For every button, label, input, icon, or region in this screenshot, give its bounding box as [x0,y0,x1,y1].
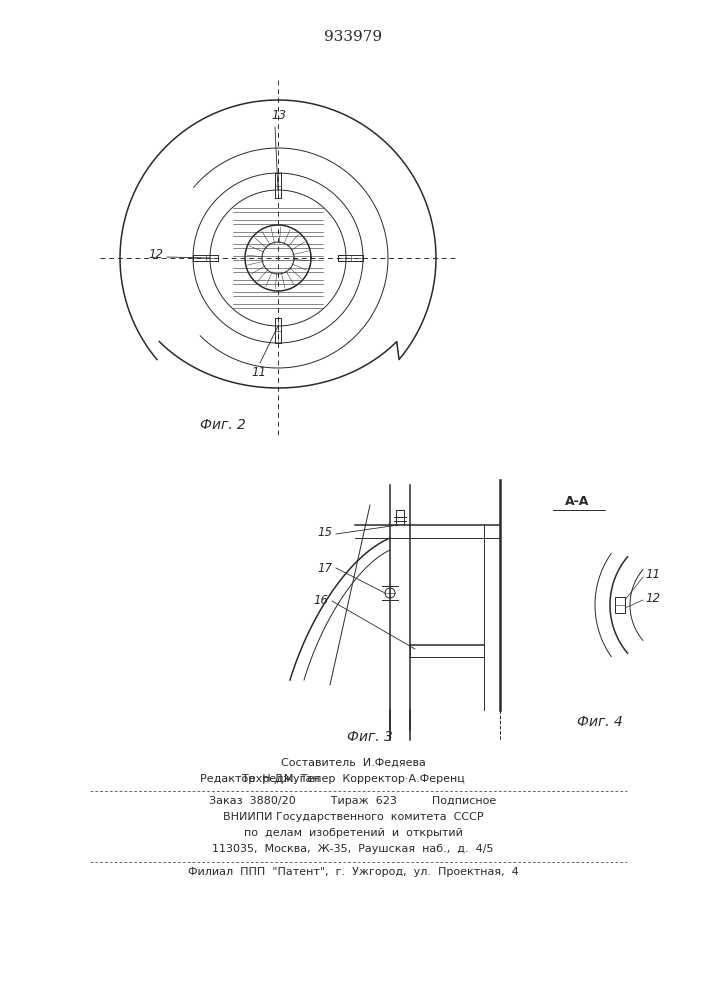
Text: 11: 11 [251,366,266,379]
Text: 933979: 933979 [324,30,382,44]
Text: Редактор  Н.Джуган: Редактор Н.Джуган [200,774,320,784]
Text: Составитель  И.Федяева: Составитель И.Федяева [281,758,426,768]
Text: 11: 11 [645,568,660,582]
Text: Фиг. 3: Фиг. 3 [347,730,393,744]
Text: 113035,  Москва,  Ж-35,  Раушская  наб.,  д.  4/5: 113035, Москва, Ж-35, Раушская наб., д. … [212,844,493,854]
Text: A-A: A-A [565,495,589,508]
Text: 15: 15 [317,526,332,540]
Text: 12: 12 [645,591,660,604]
Text: Филиал  ППП  "Патент",  г.  Ужгород,  ул.  Проектная,  4: Филиал ППП "Патент", г. Ужгород, ул. Про… [187,867,518,877]
Text: 12: 12 [148,248,163,261]
Text: 13: 13 [271,109,286,122]
Text: ВНИИПИ Государственного  комитета  СССР: ВНИИПИ Государственного комитета СССР [223,812,484,822]
Text: по  делам  изобретений  и  открытий: по делам изобретений и открытий [244,828,462,838]
Text: Фиг. 4: Фиг. 4 [577,715,623,729]
Text: Фиг. 2: Фиг. 2 [200,418,246,432]
Text: 17: 17 [317,562,332,574]
Text: 16: 16 [313,593,328,606]
Text: ТехредМ. Тепер  Корректор·А.Ференц: ТехредМ. Тепер Корректор·А.Ференц [242,774,464,784]
Text: Заказ  3880/20          Тираж  623          Подписное: Заказ 3880/20 Тираж 623 Подписное [209,796,496,806]
